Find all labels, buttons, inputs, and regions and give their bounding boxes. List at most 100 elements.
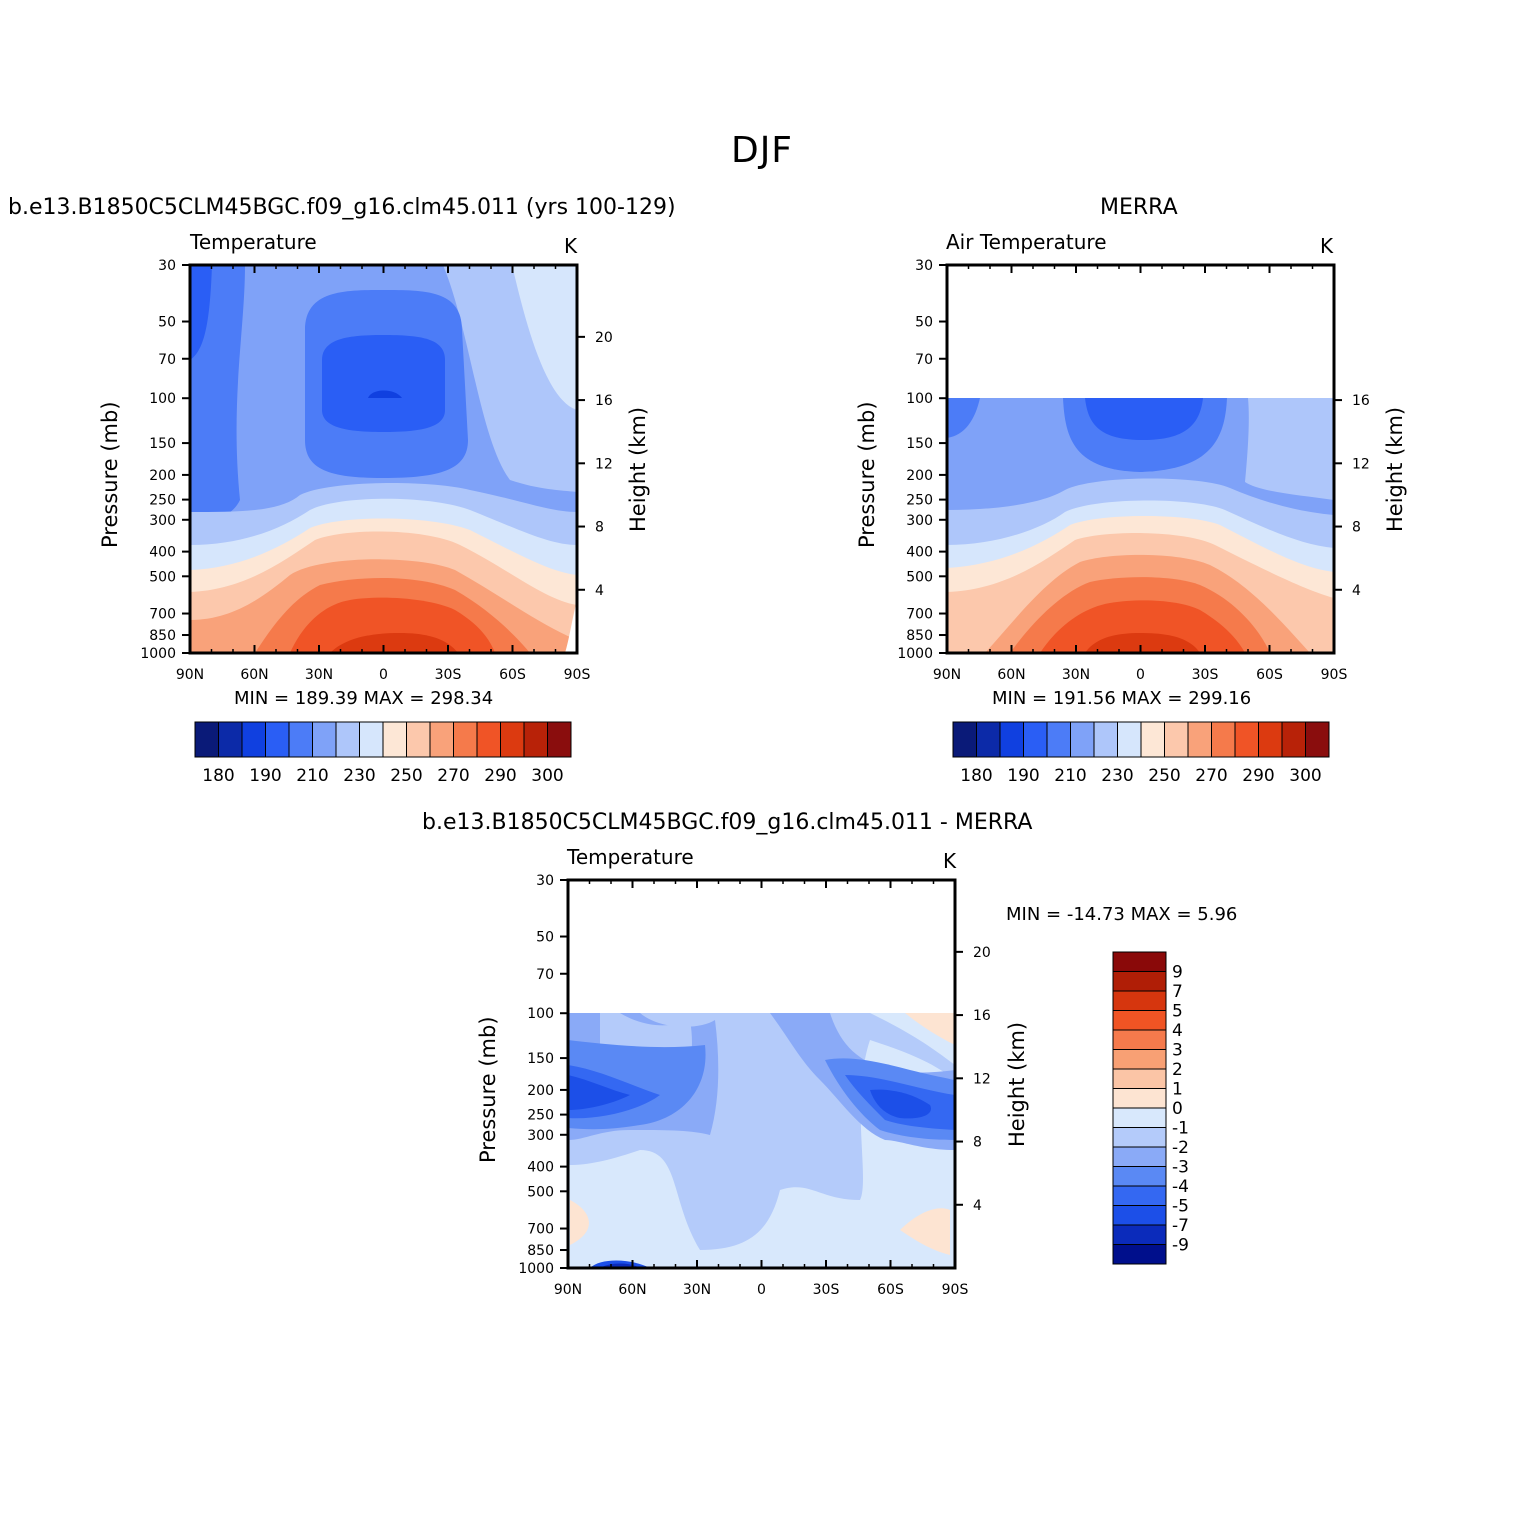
diff-colorbar-swatch: [1112, 971, 1167, 992]
colorbar-swatch: [952, 721, 977, 758]
colorbar-swatch: [1187, 721, 1212, 758]
colorbar-swatch: [288, 721, 313, 758]
colorbar-swatch: [406, 721, 431, 758]
model-units: K: [564, 234, 578, 258]
pressure-tick-label: 50: [158, 315, 176, 331]
colorbar-swatch: [1023, 721, 1048, 758]
diff-colorbar-swatch: [1112, 1088, 1167, 1109]
diff-colorbar-swatch: [1112, 1049, 1167, 1070]
diff-colorbar-label: -5: [1172, 1197, 1189, 1217]
lat-tick-label: 90S: [1321, 667, 1348, 683]
colorbar-swatch: [241, 721, 266, 758]
pressure-tick-label: 150: [527, 1051, 554, 1067]
colorbar-swatch: [1070, 721, 1095, 758]
lat-tick-label: 30S: [813, 1282, 840, 1298]
lat-tick-label: 90S: [564, 667, 591, 683]
model-band-280-290: [290, 597, 495, 653]
colorbar-label: 190: [249, 766, 281, 786]
colorbar-label: 300: [1289, 766, 1321, 786]
pressure-tick-label: 400: [149, 545, 176, 561]
pressure-tick-label: 30: [915, 258, 933, 274]
diff-band-neg5-neg7-n: [568, 1075, 630, 1110]
diff-colorbar-label: 5: [1172, 1002, 1183, 1022]
pressure-tick-label: 200: [527, 1083, 554, 1099]
pressure-tick-label: 50: [915, 315, 933, 331]
colorbar-swatch: [429, 721, 454, 758]
pressure-tick-label: 30: [158, 258, 176, 274]
diff-colorbar-swatch: [1112, 1205, 1167, 1226]
diff-colorbar-label: 4: [1172, 1021, 1183, 1041]
diff-colorbar-swatch: [1112, 1146, 1167, 1167]
pressure-tick-label: 200: [906, 468, 933, 484]
obs-band-290-300: [1085, 633, 1200, 653]
diff-colorbar-swatch: [1112, 990, 1167, 1011]
colorbar-label: 190: [1007, 766, 1039, 786]
colorbar-swatch: [265, 721, 290, 758]
diff-band-0-1-n: [570, 1200, 589, 1245]
lat-tick-label: 60S: [877, 1282, 904, 1298]
model-band-230-240: [512, 265, 577, 410]
diff-min-max: MIN = -14.73 MAX = 5.96: [1006, 904, 1238, 925]
colorbar-swatch: [1046, 721, 1071, 758]
diff-panel-title: b.e13.B1850C5CLM45BGC.f09_g16.clm45.011 …: [422, 810, 1033, 835]
colorbar-swatch: [359, 721, 384, 758]
diff-colorbar-label: -7: [1172, 1216, 1189, 1236]
model-band-290-300: [330, 633, 458, 653]
colorbar-swatch: [500, 721, 525, 758]
pressure-tick-label: 1000: [897, 646, 933, 662]
height-tick-label: 20: [595, 330, 613, 346]
model-min-max: MIN = 189.39 MAX = 298.34: [234, 688, 494, 709]
height-tick-label: 12: [595, 456, 613, 472]
diff-colorbar-label: -3: [1172, 1158, 1189, 1178]
lat-tick-label: 30N: [683, 1282, 711, 1298]
colorbar-swatch: [999, 721, 1024, 758]
pressure-tick-label: 500: [527, 1184, 554, 1200]
obs-contour-field: [947, 398, 1334, 653]
height-tick-label: 16: [1352, 393, 1370, 409]
colorbar-swatch: [976, 721, 1001, 758]
pressure-tick-label: 100: [149, 391, 176, 407]
pressure-tick-label: 70: [915, 352, 933, 368]
pressure-tick-label: 400: [527, 1160, 554, 1176]
colorbar-swatch: [312, 721, 337, 758]
colorbar-swatch: [523, 721, 548, 758]
colorbar-label: 270: [1195, 766, 1227, 786]
colorbar-swatch: [194, 721, 219, 758]
obs-axes: 30 50 70 100 150 200 250 300 400 500 700 850 1000 16 1…: [897, 258, 1370, 683]
obs-band-220-230: [1245, 398, 1334, 500]
colorbar-label: 250: [1148, 766, 1180, 786]
colorbar-label: 290: [1242, 766, 1274, 786]
diff-colorbar-swatch: [1112, 1244, 1167, 1265]
colorbar-label: 300: [531, 766, 563, 786]
pressure-tick-label: 100: [527, 1006, 554, 1022]
colorbar-label: 290: [484, 766, 516, 786]
height-tick-label: 4: [973, 1198, 982, 1214]
diff-colorbar-swatch: [1112, 1127, 1167, 1148]
colorbar-swatch: [1093, 721, 1118, 758]
obs-min-max: MIN = 191.56 MAX = 299.16: [992, 688, 1252, 709]
lat-tick-label: 0: [379, 667, 388, 683]
lat-tick-label: 0: [757, 1282, 766, 1298]
diff-colorbar-swatch: [1112, 1029, 1167, 1050]
diff-colorbar-swatch: [1112, 1010, 1167, 1031]
lat-tick-label: 90S: [942, 1282, 969, 1298]
diff-colorbar-swatch: [1112, 951, 1167, 972]
colorbar-swatch: [453, 721, 478, 758]
height-tick-label: 8: [973, 1135, 982, 1151]
pressure-tick-label: 150: [906, 436, 933, 452]
diff-contour-field: [568, 1013, 955, 1268]
diff-colorbar-swatch: [1112, 1185, 1167, 1206]
pressure-tick-label: 70: [536, 967, 554, 983]
colorbar-label: 210: [296, 766, 328, 786]
pressure-tick-label: 300: [149, 513, 176, 529]
pressure-tick-label: 150: [149, 436, 176, 452]
height-tick-label: 8: [1352, 520, 1361, 536]
obs-panel-title: MERRA: [1100, 195, 1178, 220]
obs-band-190-200: [1085, 398, 1203, 440]
diff-colorbar-swatch: [1112, 1224, 1167, 1245]
obs-colorbar: 180 190 210 230 250 270 290 300: [952, 721, 1330, 786]
model-axes: 30 50 70 100 150 200 250 300 400 500 700 850 1000 20 1…: [140, 258, 613, 683]
pressure-tick-label: 250: [527, 1108, 554, 1124]
diff-colorbar-label: -1: [1172, 1119, 1189, 1139]
